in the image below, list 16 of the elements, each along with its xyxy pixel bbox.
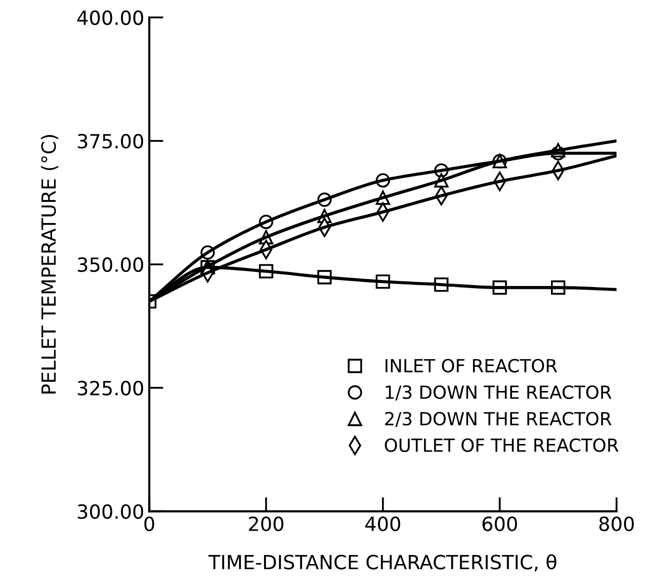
x-tick-label: 400	[365, 516, 400, 532]
y-tick-label: 375.00	[78, 134, 144, 149]
x-axis-title: TIME-DISTANCE CHARACTERISTIC, θ	[208, 554, 556, 572]
y-tick-label: 300.00	[78, 504, 144, 519]
x-tick-label: 0	[144, 516, 154, 532]
legend-label: INLET OF REACTOR	[386, 358, 558, 373]
x-tick-label: 600	[482, 516, 517, 532]
y-tick-label: 350.00	[78, 257, 144, 272]
x-tick-label: 200	[248, 516, 284, 532]
legend-label: 1/3 DOWN THE REACTOR	[386, 385, 612, 400]
y-tick-label: 400.00	[77, 10, 144, 26]
y-axis-title: PELLET TEMPERATURE (°C)	[40, 134, 58, 394]
legend-label: OUTLET OF THE REACTOR	[384, 438, 618, 452]
x-tick-label: 800	[599, 516, 634, 532]
legend-label: 2/3 DOWN THE REACTOR	[385, 412, 612, 427]
y-tick-label: 325.00	[78, 380, 144, 396]
